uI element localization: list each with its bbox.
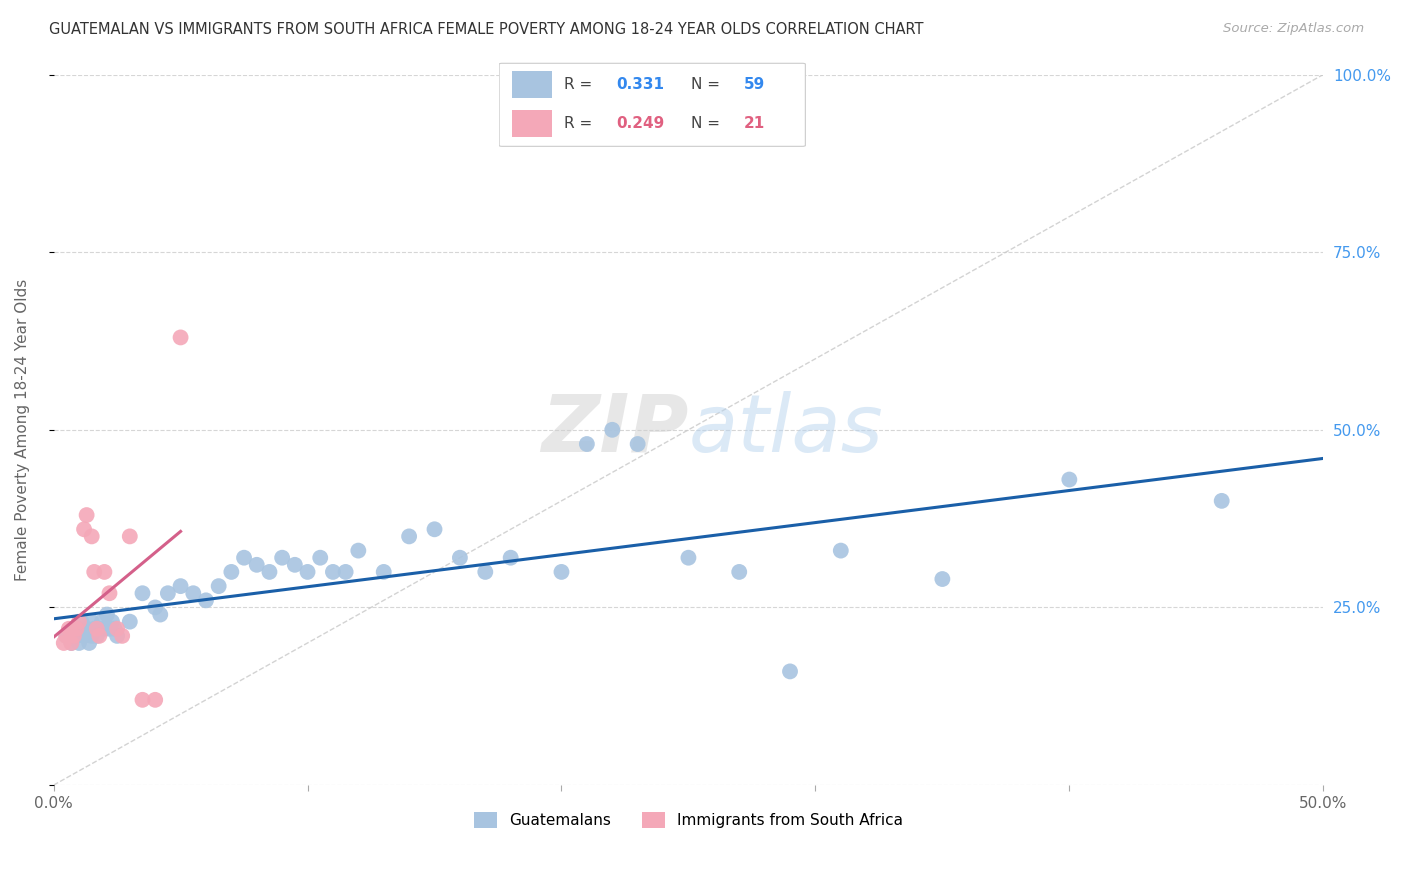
Point <box>93 622 115 636</box>
Point <box>931 572 953 586</box>
Point <box>131 693 153 707</box>
Point <box>678 550 700 565</box>
Text: GUATEMALAN VS IMMIGRANTS FROM SOUTH AFRICA FEMALE POVERTY AMONG 18-24 YEAR OLDS : GUATEMALAN VS IMMIGRANTS FROM SOUTH AFRI… <box>49 22 924 37</box>
Point <box>83 565 105 579</box>
Point <box>101 615 124 629</box>
Point <box>449 550 471 565</box>
Text: N =: N = <box>690 116 724 131</box>
Point <box>65 622 87 636</box>
Point <box>143 600 166 615</box>
Point <box>77 636 100 650</box>
Point <box>194 593 217 607</box>
Point <box>89 629 111 643</box>
Point <box>398 529 420 543</box>
Point <box>347 543 370 558</box>
Point <box>169 579 191 593</box>
Text: N =: N = <box>690 77 724 92</box>
Point <box>221 565 243 579</box>
Text: 0.249: 0.249 <box>617 116 665 131</box>
Text: 0.331: 0.331 <box>617 77 665 92</box>
Point <box>259 565 281 579</box>
Point <box>149 607 172 622</box>
Point <box>105 622 128 636</box>
Bar <box>512 71 551 98</box>
Point <box>58 622 80 636</box>
Point <box>65 629 87 643</box>
Text: ZIP: ZIP <box>541 391 689 469</box>
Point <box>208 579 231 593</box>
Point <box>86 622 108 636</box>
Point <box>575 437 598 451</box>
Text: R =: R = <box>564 116 598 131</box>
Text: Source: ZipAtlas.com: Source: ZipAtlas.com <box>1223 22 1364 36</box>
Point <box>89 622 111 636</box>
Point <box>246 558 269 572</box>
Bar <box>512 110 551 137</box>
Point <box>499 550 522 565</box>
Point <box>830 543 852 558</box>
Point <box>118 615 141 629</box>
Point <box>80 529 103 543</box>
Point <box>1059 473 1081 487</box>
Point <box>423 522 446 536</box>
Point <box>73 629 96 643</box>
Point <box>70 615 93 629</box>
Point <box>779 665 801 679</box>
Point <box>83 622 105 636</box>
Point <box>52 636 75 650</box>
Text: R =: R = <box>564 77 598 92</box>
Point <box>271 550 294 565</box>
Point <box>67 636 90 650</box>
Point <box>90 615 112 629</box>
FancyBboxPatch shape <box>499 63 806 146</box>
Point <box>156 586 179 600</box>
Point <box>131 586 153 600</box>
Point <box>55 629 77 643</box>
Point <box>80 629 103 643</box>
Point <box>600 423 623 437</box>
Point <box>67 615 90 629</box>
Point <box>93 565 115 579</box>
Point <box>297 565 319 579</box>
Point <box>80 615 103 629</box>
Point <box>233 550 256 565</box>
Point <box>118 529 141 543</box>
Point <box>67 622 90 636</box>
Point <box>73 522 96 536</box>
Point <box>143 693 166 707</box>
Point <box>98 586 121 600</box>
Point <box>105 629 128 643</box>
Point <box>60 636 83 650</box>
Legend: Guatemalans, Immigrants from South Africa: Guatemalans, Immigrants from South Afric… <box>468 806 908 834</box>
Text: 59: 59 <box>744 77 765 92</box>
Point <box>373 565 395 579</box>
Point <box>1211 494 1233 508</box>
Point <box>96 607 118 622</box>
Point <box>86 629 108 643</box>
Point <box>728 565 751 579</box>
Point <box>103 622 125 636</box>
Point <box>60 636 83 650</box>
Point <box>284 558 307 572</box>
Point <box>550 565 572 579</box>
Point <box>169 330 191 344</box>
Point <box>181 586 204 600</box>
Point <box>98 622 121 636</box>
Point <box>335 565 357 579</box>
Point <box>309 550 332 565</box>
Point <box>63 622 86 636</box>
Text: 21: 21 <box>744 116 765 131</box>
Y-axis label: Female Poverty Among 18-24 Year Olds: Female Poverty Among 18-24 Year Olds <box>15 278 30 581</box>
Point <box>76 508 98 522</box>
Point <box>627 437 650 451</box>
Point <box>111 629 134 643</box>
Point <box>474 565 496 579</box>
Text: atlas: atlas <box>689 391 883 469</box>
Point <box>76 622 98 636</box>
Point <box>63 629 86 643</box>
Point <box>55 629 77 643</box>
Point <box>322 565 344 579</box>
